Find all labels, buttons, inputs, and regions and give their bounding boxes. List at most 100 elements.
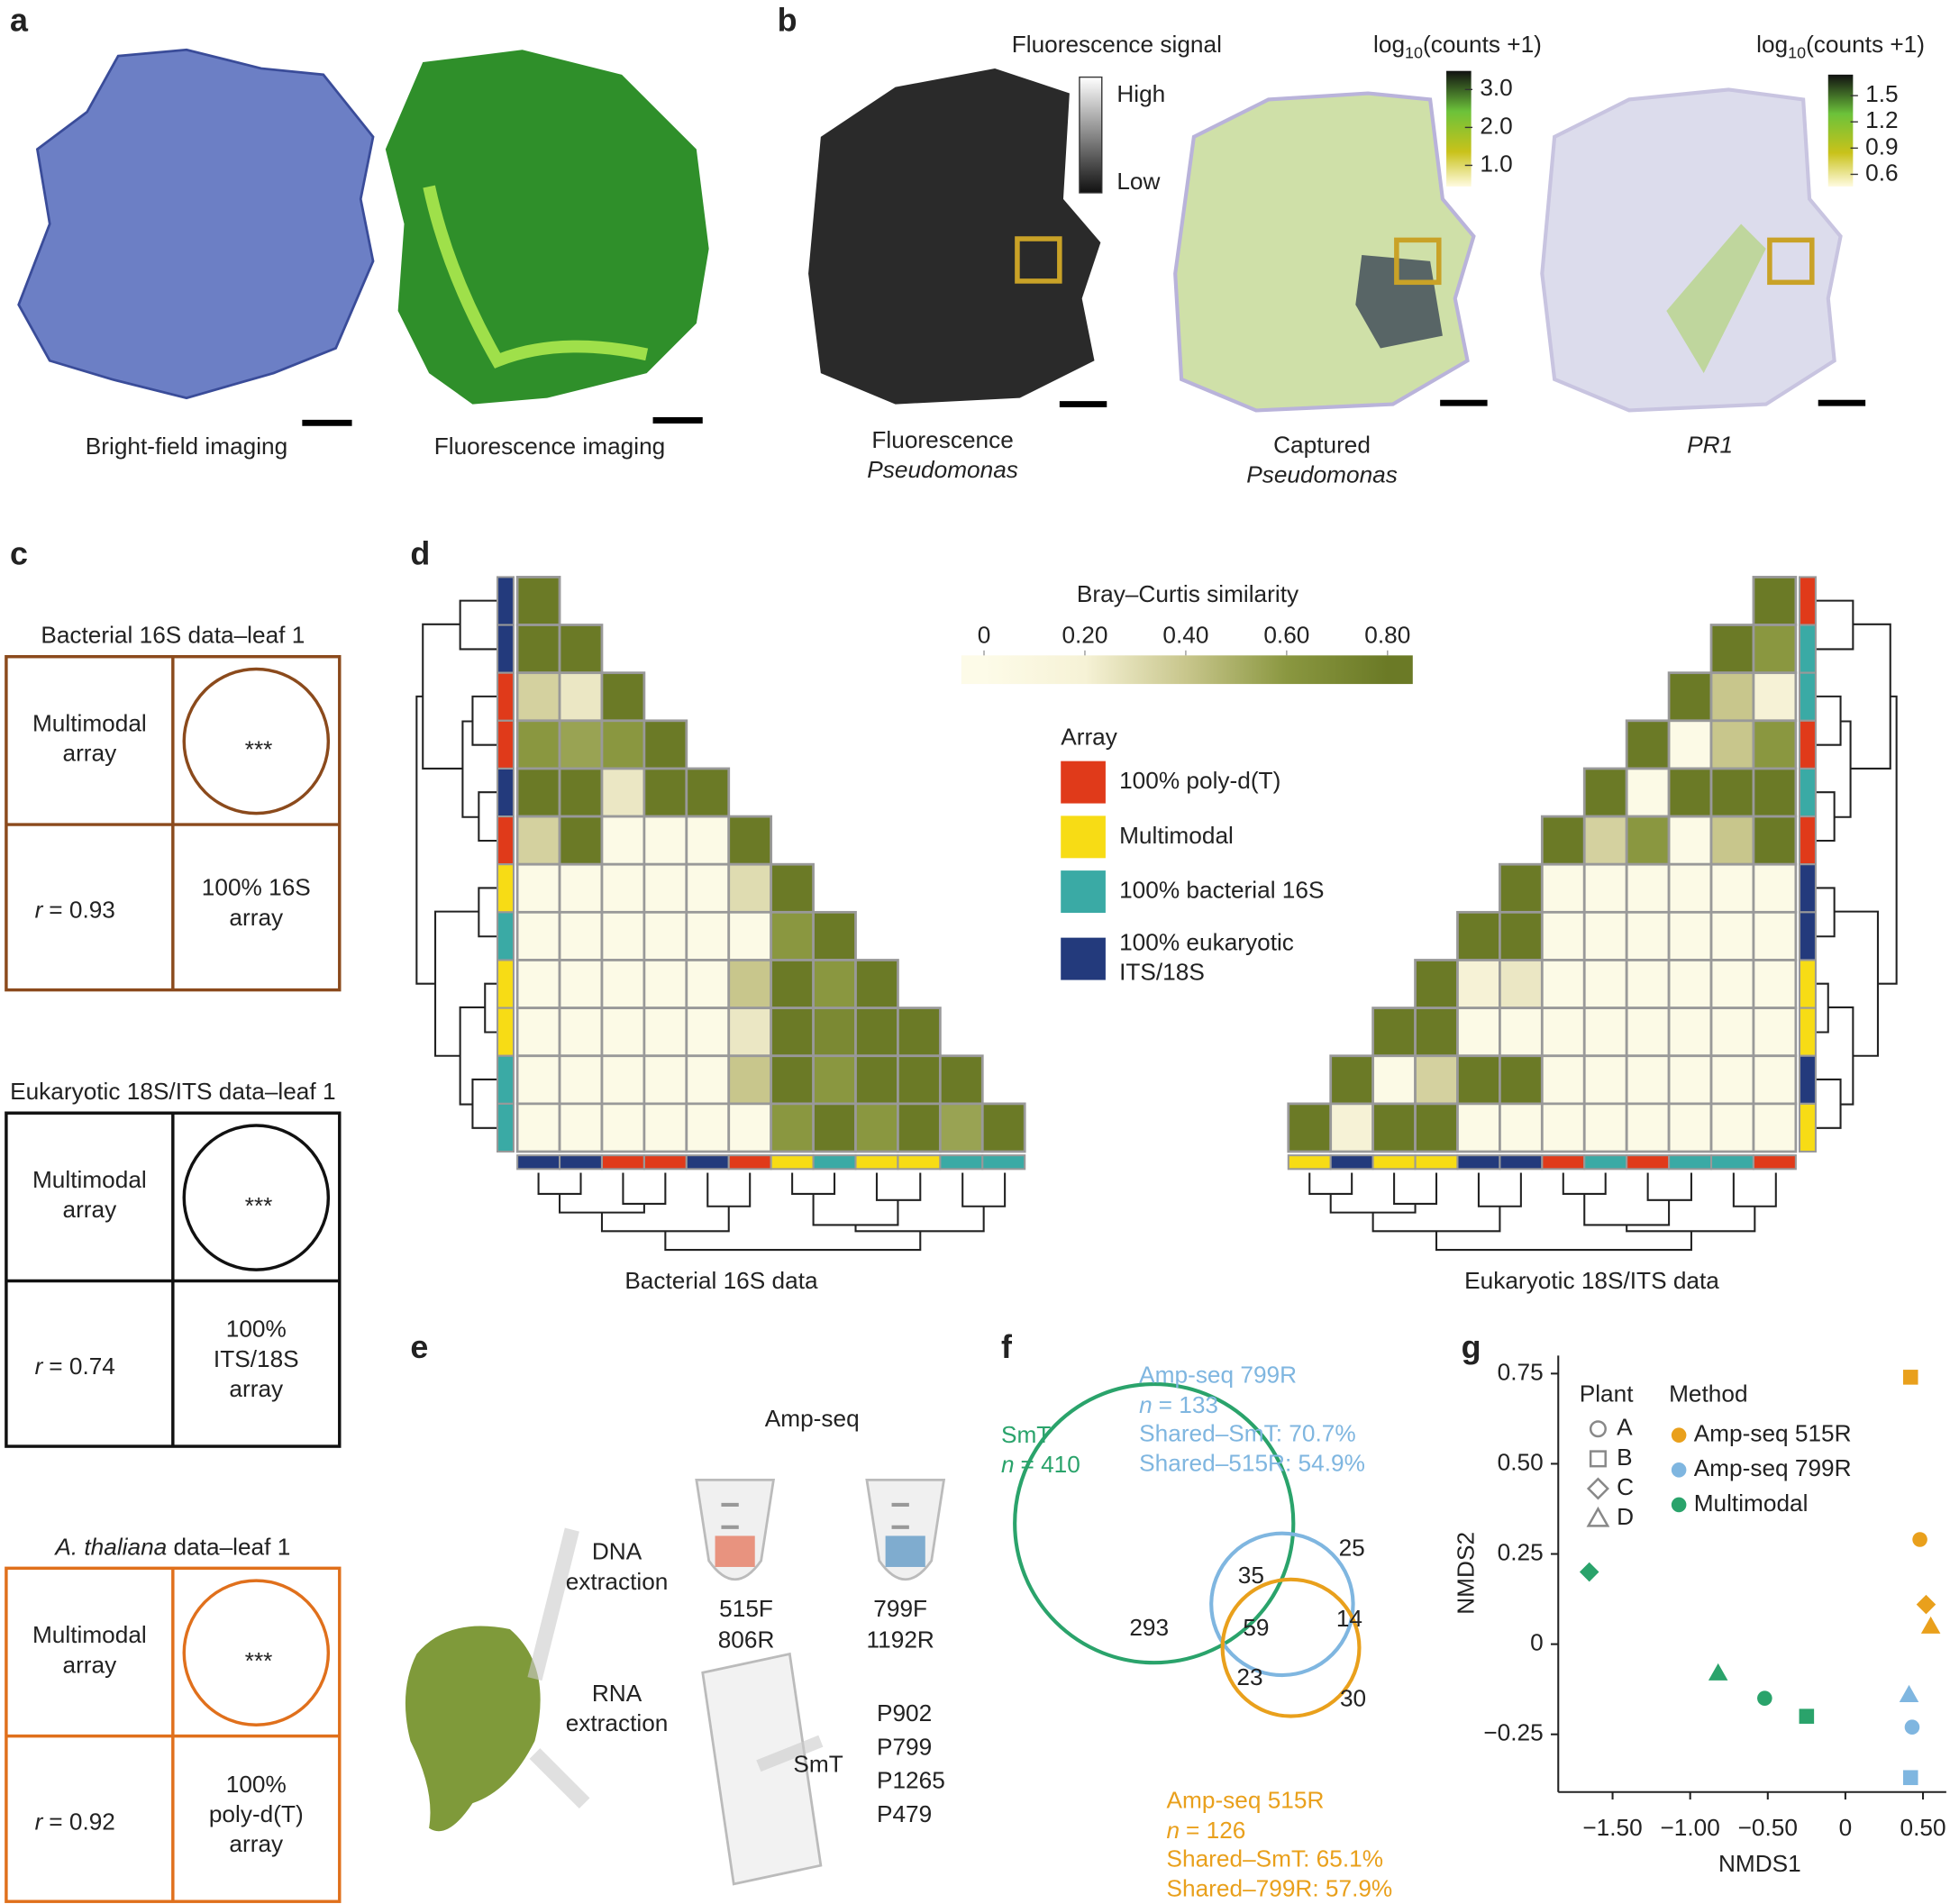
label: n = 126	[1167, 1817, 1246, 1844]
heatmap-cell	[1625, 1054, 1671, 1106]
legend-marker	[1586, 1477, 1609, 1500]
col-annotation	[1456, 1154, 1501, 1171]
tube-contents	[715, 1535, 755, 1567]
y-tick-label: −0.25	[1483, 1719, 1543, 1746]
heatmap-cell	[600, 862, 646, 914]
legend-swatch	[1061, 870, 1106, 914]
heatmap-cell	[515, 1102, 561, 1153]
heatmap-cell	[1752, 862, 1798, 914]
label: P799	[877, 1733, 932, 1760]
label: Bray–Curtis similarity	[1077, 580, 1299, 607]
heatmap-cell	[642, 959, 688, 1009]
heatmap-cell	[1540, 1007, 1586, 1058]
heatmap-cell	[1582, 1007, 1628, 1058]
heatmap-cell	[1667, 1054, 1713, 1106]
heatmap-cell	[642, 719, 688, 770]
label: High	[1116, 80, 1165, 107]
label: Pseudomonas	[867, 456, 1018, 483]
col-annotation	[559, 1154, 604, 1171]
row-annotation	[497, 671, 515, 722]
heatmap-cell	[727, 910, 773, 961]
colorbar	[1827, 74, 1854, 187]
heatmap-cell	[1582, 910, 1628, 961]
heatmap-cell	[642, 862, 688, 914]
heatmap-cell	[558, 862, 604, 914]
heatmap-cell	[1456, 959, 1501, 1009]
heatmap-cell	[1667, 910, 1713, 961]
label: n = 133	[1139, 1391, 1218, 1418]
heatmap-cell	[727, 1007, 773, 1058]
x-tick-label: −0.50	[1738, 1814, 1798, 1841]
heatmap-cell	[1499, 862, 1544, 914]
label: 100%	[226, 1771, 287, 1798]
point	[1757, 1690, 1772, 1706]
col-annotation	[685, 1154, 730, 1171]
heatmap-cell	[897, 1102, 942, 1153]
label-part: data–leaf 1	[167, 1533, 290, 1560]
heatmap-cell	[1582, 767, 1628, 818]
heatmap-cell	[600, 815, 646, 866]
row-annotation	[497, 719, 515, 770]
heatmap-cell	[1667, 671, 1713, 723]
y-tick-label: 0.50	[1498, 1448, 1544, 1475]
label: 100% eukaryotic	[1119, 928, 1294, 955]
heatmap-cell	[1582, 1102, 1628, 1153]
heatmap-cell	[1625, 767, 1671, 818]
label: extraction	[566, 1568, 669, 1595]
heatmap-cell	[854, 1007, 899, 1058]
col-annotation	[516, 1154, 561, 1171]
col-annotation	[1583, 1154, 1628, 1171]
label: Fluorescence	[871, 426, 1013, 453]
heatmap-cell	[812, 1102, 857, 1153]
label: 100%	[226, 1316, 287, 1343]
point	[1902, 1370, 1918, 1385]
legend-marker	[1671, 1462, 1687, 1478]
label-part: n	[1139, 1391, 1153, 1418]
heatmap-cell	[770, 862, 815, 914]
heatmap-cell	[515, 1054, 561, 1106]
heatmap-cell	[727, 1054, 773, 1106]
label: C	[1617, 1473, 1634, 1500]
set-name: Amp-seq 515R	[1167, 1787, 1325, 1814]
heatmap-cell	[897, 1054, 942, 1106]
row-annotation	[497, 1007, 515, 1057]
heatmap-cell	[1371, 1007, 1417, 1058]
heatmap-cell	[1540, 1102, 1586, 1153]
row-annotation	[1798, 719, 1817, 770]
label: P1265	[877, 1767, 945, 1794]
heatmap-cell	[1709, 815, 1755, 866]
heatmap-cell	[727, 862, 773, 914]
heatmap-cell	[980, 1102, 1026, 1153]
label: array	[229, 1375, 284, 1402]
pr1-hotspot	[1666, 223, 1766, 374]
heatmap-cell	[1540, 862, 1586, 914]
label: ITS/18S	[214, 1345, 299, 1372]
heatmap-cell	[685, 910, 731, 961]
point	[1579, 1562, 1599, 1582]
heatmap-cell	[1667, 815, 1713, 866]
label: A. thaliana data–leaf 1	[53, 1533, 290, 1560]
label-part: A. thaliana	[53, 1533, 167, 1560]
label-part: = 0.92	[49, 1808, 115, 1835]
label-part: n	[1001, 1451, 1015, 1478]
col-annotation	[1329, 1154, 1374, 1171]
label-part: r	[35, 897, 44, 924]
label: 0.60	[1263, 622, 1309, 649]
label: 14	[1336, 1605, 1362, 1632]
heatmap-cell	[1329, 1102, 1375, 1153]
set-name: Amp-seq 799R	[1139, 1362, 1297, 1389]
roi-box	[1015, 236, 1062, 284]
label: 799F	[873, 1595, 927, 1622]
point	[1708, 1663, 1728, 1681]
heatmap-cell	[515, 671, 561, 723]
tube-contents	[885, 1535, 925, 1567]
heatmap-cell	[727, 1102, 773, 1153]
heatmap-cell	[1540, 815, 1586, 866]
col-annotation	[854, 1154, 899, 1171]
dendrogram	[1308, 1172, 1777, 1252]
heatmap-cell	[642, 1102, 688, 1153]
heatmap-cell	[812, 959, 857, 1009]
heatmap-cell	[642, 1054, 688, 1106]
heatmap-cell	[515, 815, 561, 866]
label: 100% bacterial 16S	[1119, 876, 1324, 903]
